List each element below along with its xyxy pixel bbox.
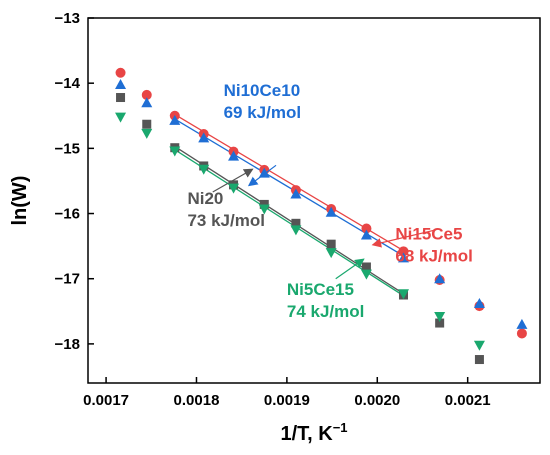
plot-frame	[87, 17, 541, 384]
data-point-1-8	[360, 229, 372, 240]
annotation-energy-2: 73 kJ/mol	[187, 211, 265, 230]
data-point-0-1	[141, 89, 152, 100]
data-point-2-0	[116, 93, 126, 103]
data-point-1-4	[228, 150, 240, 161]
x-axis-title-superscript: −1	[333, 420, 348, 435]
annotation-name-3: Ni5Ce15	[287, 280, 354, 299]
y-tick-label: −15	[55, 140, 80, 157]
data-point-3-4	[228, 183, 240, 194]
data-point-1-2	[169, 114, 181, 125]
data-point-1-11	[473, 297, 485, 308]
data-point-1-3	[198, 132, 210, 143]
data-point-1-0	[115, 78, 127, 89]
x-axis-title-text: 1/T, K	[280, 423, 333, 445]
data-point-3-11	[473, 340, 485, 351]
annotation-name-0: Ni10Ce10	[224, 81, 301, 100]
data-point-0-8	[361, 223, 372, 234]
data-point-3-6	[290, 225, 302, 236]
annotation-arrow-0	[247, 164, 277, 187]
annotations: Ni10Ce10 69 kJ/mol Ni15Ce5 68 kJ/mol Ni20 73 …	[187, 81, 472, 321]
y-tick-label: −18	[55, 336, 80, 353]
data-point-1-10	[434, 273, 446, 284]
data-point-1-1	[141, 97, 153, 108]
annotation-arrow-2	[212, 168, 254, 193]
data-point-3-3	[198, 164, 210, 175]
y-tick-label: −16	[55, 206, 80, 223]
y-axis-ticks: −18 −17 −16 −15 −14 −13	[55, 10, 94, 353]
annotation-arrow-3	[335, 258, 365, 280]
y-tick-label: −13	[55, 10, 80, 27]
data-point-0-12	[516, 328, 527, 339]
y-tick-label: −14	[55, 75, 81, 92]
data-point-3-1	[141, 128, 153, 139]
annotation-energy-0: 69 kJ/mol	[224, 103, 302, 122]
data-point-2-5	[259, 199, 269, 209]
annotation-name-2: Ni20	[187, 189, 223, 208]
data-point-3-5	[258, 204, 270, 215]
data-point-2-6	[291, 218, 301, 228]
data-point-3-10	[434, 312, 446, 323]
y-axis-title: ln(W)	[9, 176, 31, 226]
data-point-1-7	[325, 206, 337, 217]
data-point-2-11	[474, 355, 484, 365]
annotation-energy-1: 68 kJ/mol	[395, 247, 473, 266]
data-point-0-0	[115, 67, 126, 78]
x-tick-label: 0.0017	[83, 392, 129, 409]
data-point-3-7	[325, 248, 337, 259]
data-point-3-8	[360, 269, 372, 280]
data-point-0-9	[398, 246, 409, 257]
x-tick-label: 0.0021	[445, 392, 491, 409]
data-point-1-12	[516, 318, 528, 329]
x-axis-title: 1/T, K−1	[280, 420, 347, 445]
data-point-2-8	[361, 262, 371, 272]
data-point-3-0	[115, 112, 127, 123]
y-tick-label: −17	[55, 271, 80, 288]
annotation-energy-3: 74 kJ/mol	[287, 302, 365, 321]
data-point-2-7	[326, 239, 336, 249]
data-point-1-6	[290, 188, 302, 199]
data-point-3-2	[169, 146, 181, 157]
data-point-2-1	[142, 119, 152, 129]
x-tick-label: 0.0020	[354, 392, 400, 409]
data-point-3-9	[397, 289, 409, 300]
annotation-name-1: Ni15Ce5	[395, 225, 462, 244]
x-axis-ticks: 0.0017 0.0018 0.0019 0.0020 0.0021	[83, 377, 491, 409]
x-tick-label: 0.0019	[264, 392, 310, 409]
data-point-1-9	[397, 252, 409, 263]
x-tick-label: 0.0018	[174, 392, 220, 409]
data-point-2-10	[435, 318, 445, 328]
data-point-1-5	[258, 167, 270, 178]
annotation-arrow-1	[371, 229, 437, 248]
